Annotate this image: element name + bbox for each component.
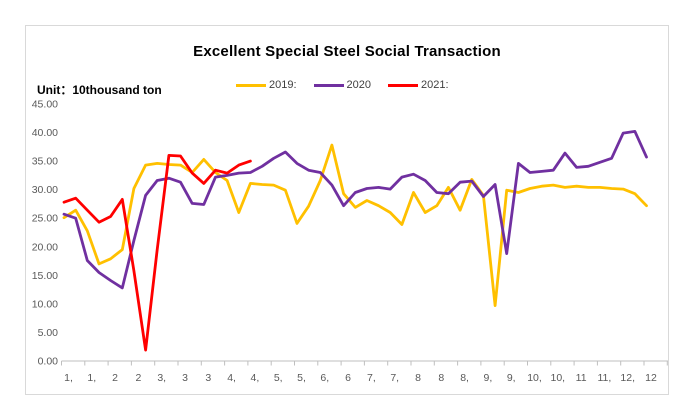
series-line-2019 — [62, 143, 648, 308]
legend-swatch-2020 — [313, 83, 344, 87]
x-axis-label: 1, — [64, 372, 73, 384]
x-axis-label: 3 — [182, 372, 188, 384]
x-axis-label: 3 — [205, 372, 211, 384]
y-axis-label: 5.00 — [38, 327, 59, 339]
x-axis-label: 8, — [460, 372, 469, 384]
x-axis-label: 11 — [576, 372, 587, 384]
series-line-2021 — [62, 153, 252, 352]
legend-swatch-2021 — [388, 83, 419, 87]
y-axis-label: 15.00 — [32, 270, 58, 282]
x-axis-label: 8 — [438, 372, 444, 384]
y-axis-label: 40.00 — [32, 127, 58, 139]
x-axis-label: 5, — [297, 372, 306, 384]
chart-title: Excellent Special Steel Social Transacti… — [193, 43, 501, 60]
x-axis-label: 7, — [367, 372, 376, 384]
y-axis-label: 0.00 — [38, 356, 59, 368]
x-axis-label: 12, — [620, 372, 635, 384]
legend-item-2021: 2021: — [388, 79, 449, 91]
x-axis-label: 12 — [645, 372, 657, 384]
x-axis-label: 9, — [507, 372, 516, 384]
chart-legend: 2019: 2020 2021: — [236, 79, 449, 91]
legend-label-2020: 2020 — [346, 79, 372, 91]
y-axis-label: 20.00 — [32, 241, 58, 253]
legend-label-2021: 2021: — [421, 79, 449, 91]
x-axis-label: 5, — [274, 372, 283, 384]
legend-label-2019: 2019: — [269, 79, 297, 91]
x-axis-label: 2 — [112, 372, 118, 384]
x-axis-label: 2 — [135, 372, 141, 384]
x-axis-label: 8 — [415, 372, 421, 384]
legend-swatch-2019 — [236, 83, 266, 87]
y-axis-label: 45.00 — [32, 99, 58, 111]
x-axis-label: 4, — [251, 372, 260, 384]
x-axis-label: 6, — [320, 372, 329, 384]
y-axis-label: 30.00 — [32, 184, 58, 196]
x-axis-label: 9, — [484, 372, 493, 384]
series-line-2020 — [62, 129, 648, 290]
y-axis-label: 10.00 — [32, 298, 58, 310]
chart-card: Excellent Special Steel Social Transacti… — [25, 25, 669, 395]
x-axis-label: 7, — [390, 372, 399, 384]
legend-item-2020: 2020 — [313, 79, 372, 91]
x-axis-label: 10, — [527, 372, 542, 384]
x-axis-label: 1, — [87, 372, 96, 384]
x-axis-label: 3, — [157, 372, 166, 384]
legend-item-2019: 2019: — [236, 79, 297, 91]
y-axis-label: 35.00 — [32, 156, 58, 168]
x-axis-label: 10, — [550, 372, 565, 384]
x-axis-label: 4, — [227, 372, 236, 384]
x-axis-label: 11, — [597, 372, 611, 384]
unit-label: Unit：10thousand ton — [37, 83, 162, 97]
x-axis-label: 6 — [345, 372, 351, 384]
y-axis-label: 25.00 — [32, 213, 58, 225]
